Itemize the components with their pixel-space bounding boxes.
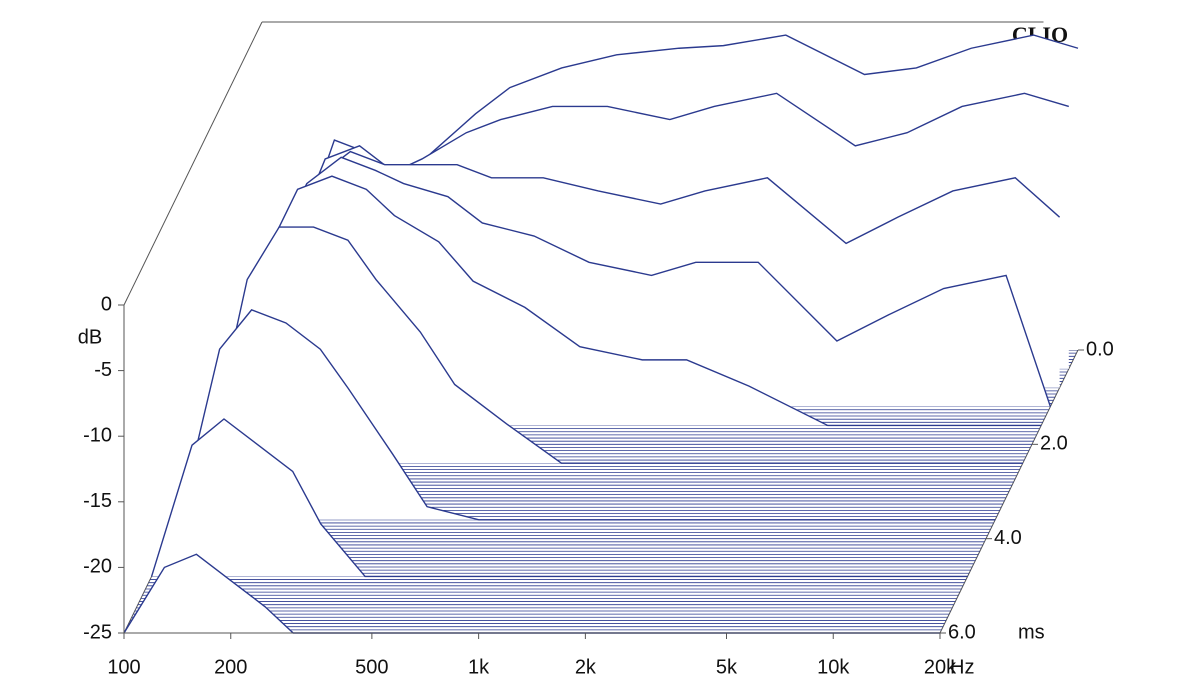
y-unit: dB bbox=[78, 326, 102, 348]
slice-line bbox=[224, 175, 1042, 427]
slice-fill bbox=[151, 418, 968, 577]
frame-line bbox=[123, 21, 263, 306]
x-tick-label: 20k bbox=[924, 656, 957, 678]
y-tick-label: -5 bbox=[94, 359, 112, 381]
x-tick-label: 5k bbox=[716, 656, 738, 678]
slice-line bbox=[178, 309, 996, 521]
slice-line bbox=[206, 226, 1023, 464]
y-tick-label: 0 bbox=[101, 293, 112, 315]
slice-line bbox=[252, 92, 1069, 370]
z-tick-label: 2.0 bbox=[1040, 433, 1068, 455]
x-tick-label: 1k bbox=[468, 656, 490, 678]
slice-fill bbox=[206, 227, 1023, 464]
slice-fill bbox=[179, 309, 996, 520]
x-unit: Hz bbox=[950, 656, 974, 678]
z-tick-label: 4.0 bbox=[994, 527, 1022, 549]
y-tick-label: -15 bbox=[83, 490, 112, 512]
x-tick-label: 200 bbox=[214, 656, 247, 678]
z-unit: ms bbox=[1018, 621, 1045, 643]
z-tick-label: 0.0 bbox=[1086, 338, 1114, 360]
slice-line bbox=[233, 156, 1052, 407]
x-tick-label: 10k bbox=[817, 656, 850, 678]
x-tick-label: 100 bbox=[107, 656, 140, 678]
y-tick-label: -20 bbox=[83, 556, 112, 578]
x-tick-label: 500 bbox=[355, 656, 388, 678]
slice-line bbox=[242, 150, 1061, 388]
x-tick-label: 2k bbox=[575, 656, 597, 678]
slice-line bbox=[150, 418, 968, 578]
y-tick-label: -25 bbox=[83, 621, 112, 643]
z-tick-label: 6.0 bbox=[948, 621, 976, 643]
y-tick-label: -10 bbox=[83, 424, 112, 446]
